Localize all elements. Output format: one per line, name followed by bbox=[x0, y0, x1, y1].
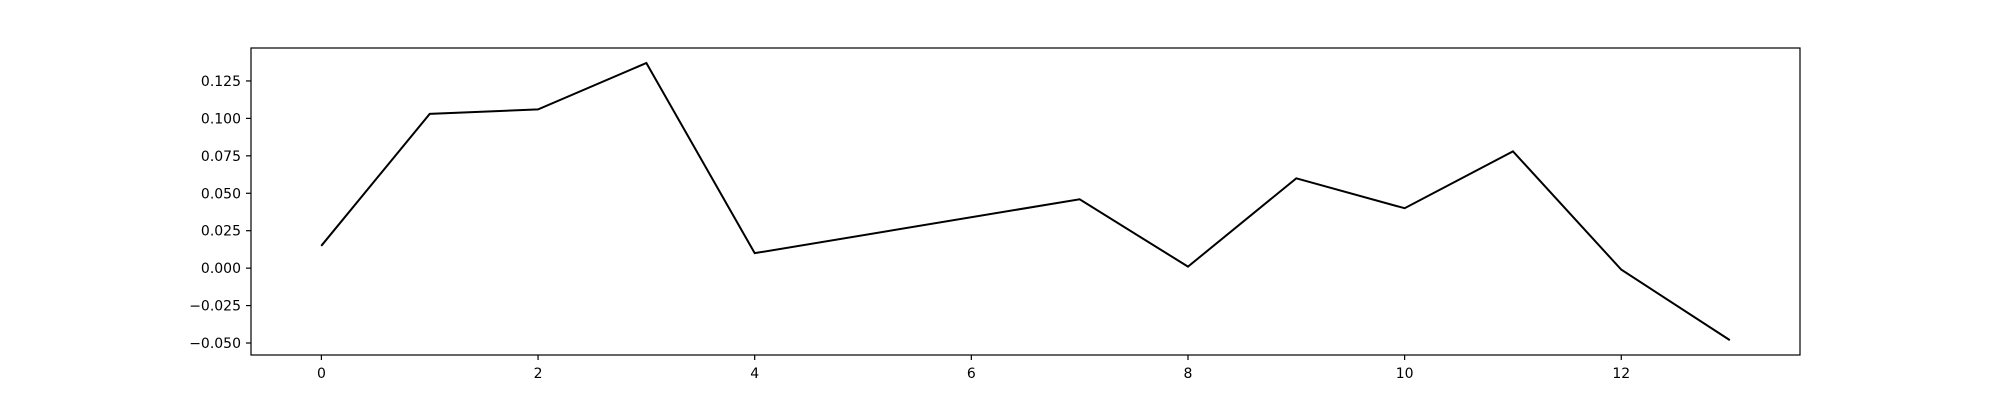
data-point bbox=[645, 62, 647, 64]
data-point bbox=[537, 108, 539, 110]
data-point bbox=[1728, 339, 1731, 341]
y-tick-label: 0.125 bbox=[201, 74, 241, 90]
y-tick-label: 0.050 bbox=[201, 186, 241, 202]
x-tick-label: 12 bbox=[1612, 366, 1630, 382]
y-tick-label: −0.025 bbox=[189, 299, 241, 315]
series-line-0 bbox=[320, 61, 1731, 341]
data-point bbox=[1295, 177, 1297, 179]
x-tick-label: 6 bbox=[967, 366, 976, 382]
data-point bbox=[320, 245, 323, 247]
plot-area bbox=[250, 47, 1801, 356]
y-tick-label: 0.075 bbox=[201, 149, 241, 165]
data-point bbox=[1512, 150, 1514, 152]
y-axis: −0.050 −0.025 0.000 0.025 0.050 0.075 0.100 0.1… bbox=[189, 74, 251, 352]
x-tick-label: 10 bbox=[1396, 366, 1414, 382]
data-point bbox=[1620, 269, 1622, 271]
data-point bbox=[1079, 198, 1081, 200]
data-point bbox=[429, 113, 431, 115]
x-tick-label: 0 bbox=[317, 366, 326, 382]
data-point bbox=[754, 252, 756, 254]
x-tick-label: 4 bbox=[750, 366, 759, 382]
y-tick-label: 0.100 bbox=[201, 111, 241, 127]
y-tick-label: 0.000 bbox=[201, 261, 241, 277]
axes-frame bbox=[250, 47, 1801, 356]
x-tick-label: 2 bbox=[534, 366, 543, 382]
data-point bbox=[1187, 266, 1189, 268]
y-tick-label: 0.025 bbox=[201, 224, 241, 240]
data-point bbox=[1404, 207, 1406, 209]
x-tick-label: 8 bbox=[1184, 366, 1193, 382]
x-axis: 0 2 4 6 8 10 12 bbox=[317, 355, 1630, 382]
y-tick-label: −0.050 bbox=[189, 336, 241, 352]
